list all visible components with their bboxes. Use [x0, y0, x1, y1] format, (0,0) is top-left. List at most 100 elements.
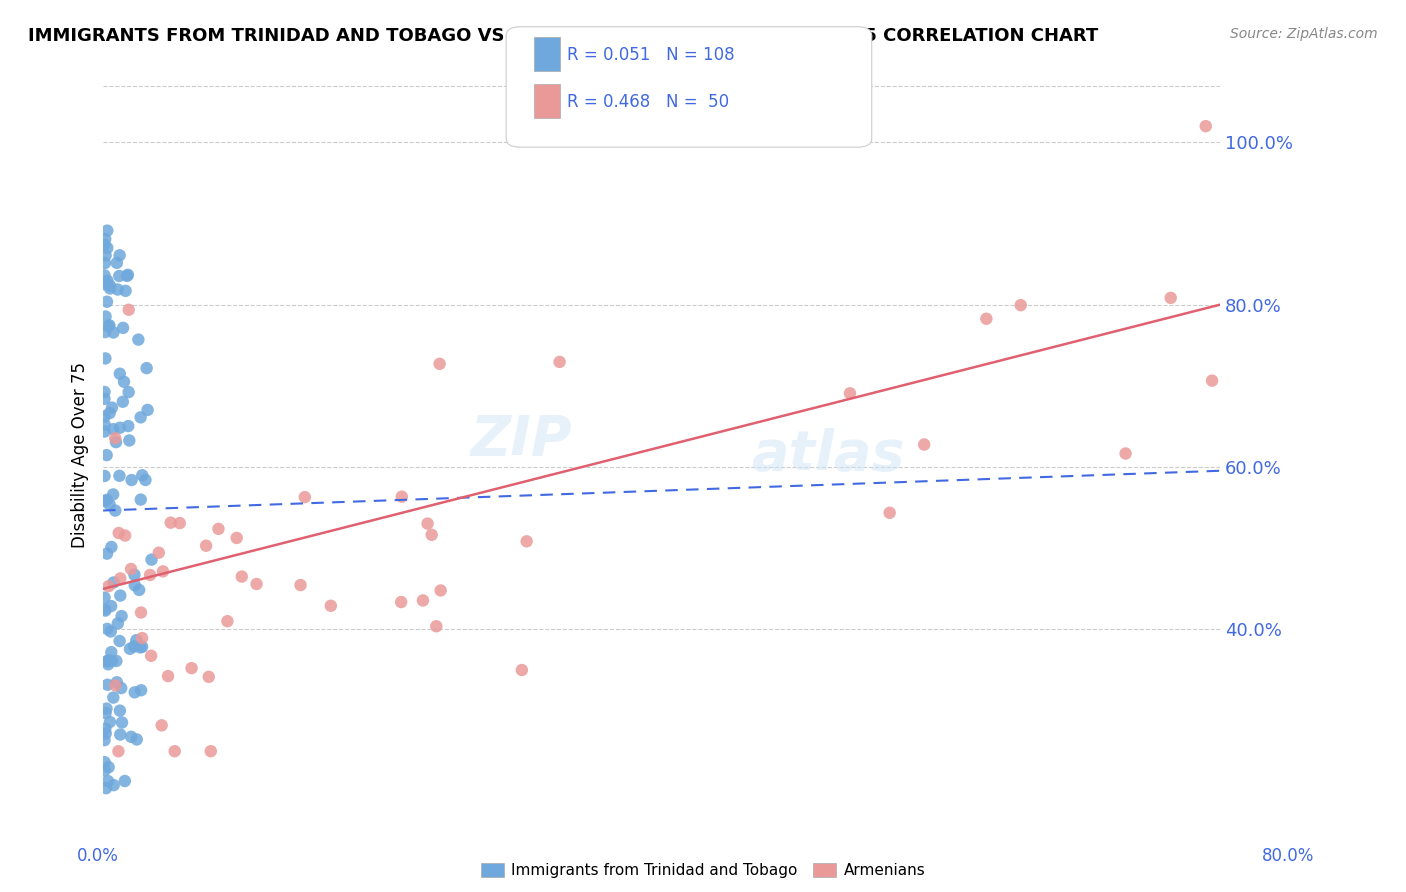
Point	[101, 654, 124, 668]
Point	[108, 421, 131, 435]
Point	[96, 678, 118, 692]
Point	[159, 516, 181, 530]
Point	[122, 640, 145, 654]
Point	[96, 241, 118, 255]
Text: Source: ZipAtlas.com: Source: ZipAtlas.com	[1230, 27, 1378, 41]
Point	[129, 640, 152, 655]
Point	[163, 744, 186, 758]
Point	[94, 232, 117, 246]
Point	[108, 634, 131, 648]
Point	[107, 616, 129, 631]
Point	[108, 268, 131, 283]
Point	[141, 552, 163, 566]
Point	[110, 681, 132, 695]
Point	[180, 661, 202, 675]
Point	[412, 593, 434, 607]
Legend: Immigrants from Trinidad and Tobago, Armenians: Immigrants from Trinidad and Tobago, Arm…	[475, 857, 931, 884]
Point	[124, 685, 146, 699]
Point	[97, 579, 120, 593]
Point	[103, 690, 125, 705]
Point	[104, 678, 127, 692]
Point	[129, 683, 152, 698]
Point	[425, 619, 447, 633]
Point	[1195, 119, 1218, 133]
Point	[100, 540, 122, 554]
Point	[127, 333, 149, 347]
Point	[96, 547, 118, 561]
Text: R = 0.051   N = 108: R = 0.051 N = 108	[567, 46, 734, 64]
Point	[100, 599, 122, 613]
Point	[117, 268, 139, 282]
Point	[152, 565, 174, 579]
Point	[416, 516, 439, 531]
Point	[429, 583, 451, 598]
Point	[976, 311, 998, 326]
Point	[169, 516, 191, 530]
Point	[112, 321, 135, 335]
Point	[510, 663, 533, 677]
Point	[96, 701, 118, 715]
Point	[912, 437, 935, 451]
Point	[245, 577, 267, 591]
Point	[516, 534, 538, 549]
Point	[389, 595, 412, 609]
Point	[207, 522, 229, 536]
Point	[131, 631, 153, 645]
Point	[110, 571, 132, 585]
Point	[94, 351, 117, 366]
Point	[114, 284, 136, 298]
Point	[96, 294, 118, 309]
Point	[128, 582, 150, 597]
Point	[225, 531, 247, 545]
Text: R = 0.468   N =  50: R = 0.468 N = 50	[567, 93, 728, 111]
Point	[125, 732, 148, 747]
Point	[100, 624, 122, 639]
Point	[101, 487, 124, 501]
Point	[131, 468, 153, 483]
Point	[391, 490, 413, 504]
Point	[108, 468, 131, 483]
Point	[129, 410, 152, 425]
Point	[94, 310, 117, 324]
Point	[136, 403, 159, 417]
Point	[118, 434, 141, 448]
Point	[93, 392, 115, 406]
Point	[93, 755, 115, 769]
Point	[94, 417, 117, 432]
Point	[93, 469, 115, 483]
Point	[104, 431, 127, 445]
Point	[97, 760, 120, 774]
Point	[105, 435, 128, 450]
Y-axis label: Disability Age Over 75: Disability Age Over 75	[72, 362, 89, 548]
Point	[548, 355, 571, 369]
Point	[139, 568, 162, 582]
Point	[111, 715, 134, 730]
Point	[114, 528, 136, 542]
Point	[319, 599, 342, 613]
Point	[97, 774, 120, 789]
Text: IMMIGRANTS FROM TRINIDAD AND TOBAGO VS ARMENIAN DISABILITY AGE OVER 75 CORRELATI: IMMIGRANTS FROM TRINIDAD AND TOBAGO VS A…	[28, 27, 1098, 45]
Point	[231, 569, 253, 583]
Point	[879, 506, 901, 520]
Point	[94, 722, 117, 736]
Point	[96, 224, 118, 238]
Point	[94, 781, 117, 796]
Text: 80.0%: 80.0%	[1263, 847, 1315, 865]
Point	[96, 448, 118, 462]
Point	[98, 279, 121, 293]
Point	[118, 385, 141, 400]
Point	[94, 726, 117, 740]
Point	[94, 275, 117, 289]
Point	[94, 325, 117, 339]
Point	[134, 473, 156, 487]
Point	[148, 546, 170, 560]
Point	[294, 490, 316, 504]
Point	[93, 268, 115, 283]
Point	[129, 492, 152, 507]
Point	[107, 283, 129, 297]
Point	[1201, 374, 1223, 388]
Point	[97, 657, 120, 672]
Point	[105, 256, 128, 270]
Point	[290, 578, 312, 592]
Point	[1160, 291, 1182, 305]
